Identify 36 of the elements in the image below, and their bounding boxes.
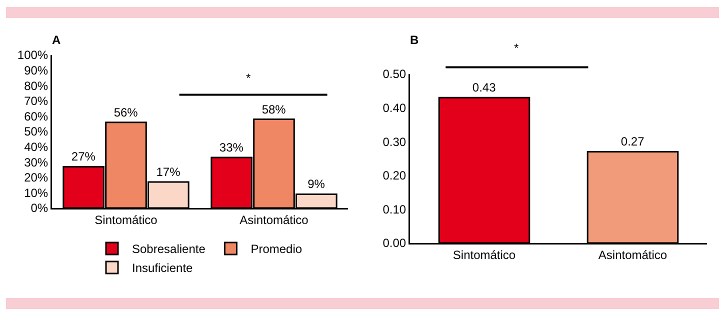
y-tick-label: 0.40 bbox=[382, 101, 406, 115]
data-label: 0.43 bbox=[472, 80, 496, 95]
y-tick-label: 0.50 bbox=[382, 67, 406, 82]
y-tick-label: 90% bbox=[24, 64, 48, 78]
y-tick-label: 80% bbox=[24, 78, 48, 93]
chart-title: A bbox=[52, 33, 61, 47]
y-tick-label: 0% bbox=[30, 201, 48, 216]
y-tick-label: 70% bbox=[24, 94, 48, 108]
chart-title: B bbox=[410, 33, 419, 47]
data-label: 27% bbox=[71, 150, 96, 164]
y-tick-label: 30% bbox=[24, 155, 48, 170]
data-label: 0.27 bbox=[620, 134, 645, 149]
y-tick-label: 100% bbox=[17, 48, 48, 62]
annotation: * bbox=[246, 71, 251, 85]
y-tick-label: 0.30 bbox=[382, 134, 406, 149]
data-label: 58% bbox=[262, 102, 286, 116]
x-tick-label: Asintomático bbox=[598, 248, 668, 262]
y-tick-label: 0.10 bbox=[382, 202, 406, 216]
y-tick-label: 60% bbox=[24, 109, 48, 124]
y-tick-label: 10% bbox=[24, 186, 48, 200]
y-tick-label: 40% bbox=[24, 140, 48, 154]
x-tick-label: Asintomático bbox=[240, 212, 309, 227]
data-label: 9% bbox=[308, 177, 326, 192]
legend-label: Insuficiente bbox=[132, 261, 194, 276]
y-tick-label: 50% bbox=[24, 124, 48, 139]
y-tick-label: 20% bbox=[24, 170, 48, 185]
data-label: 56% bbox=[114, 105, 138, 120]
data-label: 17% bbox=[156, 164, 181, 179]
legend-label: Promedio bbox=[250, 242, 302, 256]
x-tick-label: Sintomático bbox=[94, 212, 158, 227]
data-label: 33% bbox=[219, 140, 244, 155]
y-tick-label: 0.20 bbox=[382, 168, 406, 183]
x-tick-label: Sintomático bbox=[452, 248, 516, 262]
y-tick-label: 0.00 bbox=[382, 236, 406, 250]
legend-label: Sobresaliente bbox=[132, 242, 206, 256]
text: * bbox=[514, 41, 519, 55]
